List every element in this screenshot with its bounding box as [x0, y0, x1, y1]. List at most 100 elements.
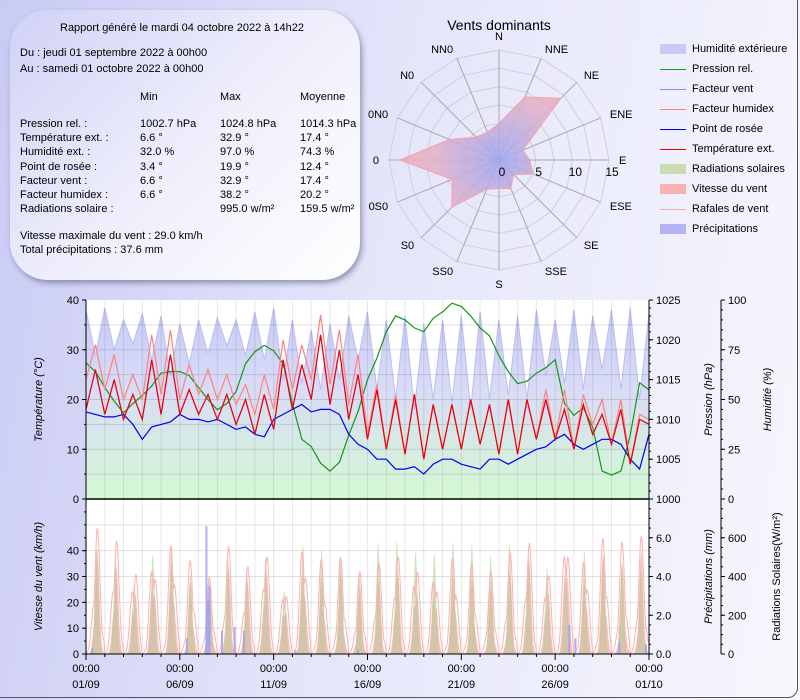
legend-item: Précipitations	[660, 222, 758, 236]
column-min: Min	[140, 91, 158, 103]
stat-min: 32.0 %	[140, 146, 175, 159]
radar-direction-label: SS0	[432, 266, 453, 278]
axis-tick-label: 400	[728, 572, 746, 584]
precip-bar	[208, 586, 211, 654]
x-tick-date: 16/09	[354, 679, 382, 691]
x-tick-date: 01/10	[635, 679, 663, 691]
precip-bar	[206, 599, 209, 654]
precip-bar	[185, 638, 188, 654]
legend-swatch	[660, 164, 686, 174]
plot-background	[86, 499, 649, 654]
legend-item: Point de rosée	[660, 122, 763, 136]
radar-point	[451, 206, 453, 208]
precip-bar	[91, 648, 94, 654]
legend-swatch	[660, 184, 686, 194]
stat-label: Point de rosée :	[20, 160, 98, 173]
axis-tick-label: 0	[728, 649, 734, 661]
radar-point	[560, 97, 562, 99]
axis-tick-label: 0	[73, 649, 79, 661]
axis-title: Précipitations (mm)	[703, 529, 715, 624]
axis-tick-label: 2.0	[656, 610, 671, 622]
series-line	[85, 302, 650, 476]
radar-title: Vents dominants	[447, 17, 551, 33]
radar-point	[529, 159, 531, 161]
radar-point	[486, 188, 488, 190]
axis-tick-label: 200	[728, 610, 746, 622]
axis-title: Radiations Solaires(W/m²)	[771, 512, 783, 640]
stat-avg: 74.3 %	[300, 146, 335, 159]
radar-direction-label: S	[495, 279, 502, 291]
radar-direction-label: ENE	[610, 109, 633, 121]
stat-label: Radiations solaire :	[20, 203, 114, 216]
precip-bar	[205, 526, 208, 654]
precip-bar	[574, 638, 577, 654]
legend-item: Rafales de vent	[660, 202, 768, 216]
stat-max: 995.0 w/m²	[220, 203, 275, 216]
axis-tick-label: 40	[67, 546, 79, 558]
legend-line	[660, 88, 686, 90]
axis-title: Température (°C)	[33, 357, 45, 442]
legend-item: Facteur humidex	[660, 102, 774, 116]
legend-label: Humidité extérieure	[692, 43, 788, 55]
stat-min: 3.4 °	[140, 160, 163, 173]
stat-avg: 12.4 °	[300, 160, 329, 173]
column-max: Max	[220, 91, 241, 103]
legend-item: Vitesse du vent	[660, 182, 767, 196]
legend-line	[660, 148, 686, 150]
x-tick-time: 00:00	[72, 663, 100, 675]
axis-title: Humidité (%)	[762, 367, 774, 431]
legend-label: Facteur vent	[692, 83, 754, 95]
stat-avg: 17.4 °	[300, 132, 329, 145]
axis-tick-label: 4.0	[656, 572, 671, 584]
axis-title: Pression (hPa)	[703, 363, 715, 436]
stat-max: 38.2 °	[220, 189, 249, 201]
radar-point	[532, 173, 534, 175]
radar-direction-label: 0	[373, 155, 379, 167]
radar-direction-label: SE	[584, 240, 599, 252]
radar-direction-label: 0S0	[369, 201, 389, 213]
x-tick-time: 00:00	[448, 663, 476, 675]
radar-point	[486, 131, 488, 133]
report-generated: Rapport généré le mardi 04 octobre 2022 …	[60, 22, 305, 34]
axis-tick-label: 30	[67, 345, 79, 357]
x-tick-time: 00:00	[354, 663, 382, 675]
precip-bar	[294, 650, 297, 654]
axis-tick-label: 1025	[656, 295, 680, 307]
radar-tick-label: 10	[569, 165, 583, 179]
x-tick-date: 21/09	[448, 679, 476, 691]
stat-label: Humidité ext. :	[20, 146, 91, 159]
stat-max: 97.0 %	[220, 146, 255, 159]
axis-tick-label: 100	[728, 295, 746, 307]
radar-tick-label: 0	[499, 165, 506, 179]
precip-bar	[242, 630, 245, 654]
stat-avg: 20.2 °	[300, 189, 329, 201]
radar-point	[522, 149, 524, 151]
radar-point	[498, 122, 500, 124]
legend-swatch	[660, 224, 686, 234]
axis-tick-label: 1010	[656, 414, 680, 426]
x-tick-time: 00:00	[541, 663, 569, 675]
axis-tick-label: 40	[67, 295, 79, 307]
radar-tick-label: 15	[605, 165, 619, 179]
axis-tick-label: 20	[67, 395, 79, 407]
stat-max: 32.9 °	[220, 132, 249, 145]
radar-point	[449, 139, 451, 141]
axis-tick-label: 1000	[656, 494, 680, 506]
axis-tick-label: 20	[67, 597, 79, 609]
legend-item: Température ext.	[660, 142, 775, 156]
radar-point	[513, 174, 515, 176]
radar-point	[498, 188, 500, 190]
wind-chart	[85, 499, 650, 655]
axis-tick-label: 10	[67, 444, 79, 456]
period-to: Au : samedi 01 octobre 2022 à 00h00	[20, 63, 204, 75]
legend-label: Facteur humidex	[692, 103, 774, 115]
axis-tick-label: 50	[728, 395, 740, 407]
stat-label: Température ext. :	[20, 132, 109, 145]
radar-direction-label: SSE	[545, 266, 567, 278]
stat-label: Facteur humidex :	[20, 189, 109, 201]
stat-avg: 17.4 °	[300, 174, 329, 187]
radar-tick-label: 5	[535, 165, 542, 179]
legend-item: Facteur vent	[660, 82, 753, 96]
wind-rose: N NNE NE ENE E ESE SE SSE S SS0 S0 0S0 0 0N0 N0 NN0 0 5 10…	[368, 31, 633, 291]
